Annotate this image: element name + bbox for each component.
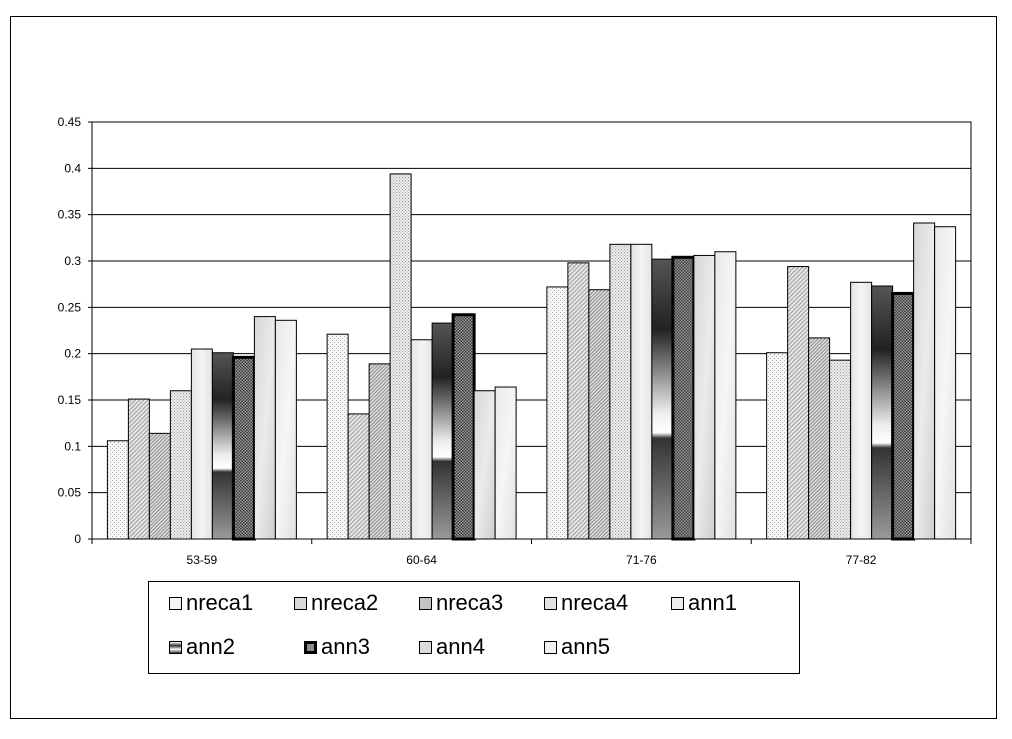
y-tick-label: 0.35 [58, 208, 82, 222]
bar-ann2 [651, 258, 674, 540]
legend-swatch-ann4 [419, 640, 432, 654]
y-tick-label: 0.45 [58, 115, 82, 129]
legend-swatch-ann5 [544, 640, 557, 654]
bar-nreca4 [829, 359, 852, 540]
bar-ann4 [253, 316, 276, 540]
y-tick-label: 0 [74, 532, 81, 546]
bar-ann3 [451, 313, 476, 541]
legend-swatch-nreca3 [419, 596, 432, 610]
legend-label: ann2 [186, 634, 235, 659]
bar-nreca1 [546, 286, 569, 540]
legend-item-nreca3: nreca3 [419, 588, 503, 618]
bar-ann2 [431, 322, 454, 540]
x-tick-label: 60-64 [406, 553, 437, 567]
bar-nreca3 [148, 432, 171, 540]
bar-nreca4 [389, 173, 412, 540]
bar-ann1 [850, 281, 873, 540]
bar-ann3 [671, 255, 696, 541]
legend-label: nreca1 [186, 590, 254, 615]
bar-nreca3 [808, 337, 831, 540]
legend: nreca1 nreca2 nreca3 nreca4 ann1 ann2 an… [148, 581, 800, 674]
bar-nreca2 [787, 266, 810, 540]
legend-swatch-nreca4 [544, 596, 557, 610]
x-tick-label: 53-59 [187, 553, 218, 567]
legend-item-ann1: ann1 [671, 588, 737, 618]
bar-nreca1 [326, 333, 349, 540]
y-tick-label: 0.4 [64, 161, 81, 175]
legend-item-nreca4: nreca4 [544, 588, 628, 618]
legend-swatch-ann2 [169, 640, 182, 654]
bar-nreca4 [609, 243, 632, 540]
bar-ann2 [871, 285, 894, 540]
legend-item-nreca1: nreca1 [169, 588, 253, 618]
y-tick-label: 0.15 [58, 393, 82, 407]
legend-item-nreca2: nreca2 [294, 588, 378, 618]
y-tick-label: 0.2 [64, 347, 81, 361]
legend-label: nreca2 [311, 590, 379, 615]
bar-ann3 [891, 291, 916, 541]
bar-nreca3 [368, 363, 391, 540]
legend-item-ann2: ann2 [169, 632, 235, 662]
legend-item-ann3: ann3 [304, 632, 370, 662]
y-tick-label: 0.25 [58, 300, 82, 314]
bar-ann5 [274, 319, 297, 540]
bar-ann5 [934, 226, 957, 540]
bar-ann4 [913, 222, 936, 540]
bar-ann1 [190, 348, 213, 540]
legend-swatch-nreca2 [294, 596, 307, 610]
bar-ann2 [211, 352, 234, 540]
legend-label: ann3 [321, 634, 370, 659]
bar-nreca4 [169, 390, 192, 540]
legend-swatch-ann3 [304, 640, 317, 654]
legend-label: ann1 [688, 590, 737, 615]
bar-nreca1 [766, 352, 789, 540]
legend-swatch-nreca1 [169, 596, 182, 610]
bar-ann1 [410, 339, 433, 540]
legend-item-ann5: ann5 [544, 632, 610, 662]
bar-ann5 [494, 386, 517, 540]
legend-item-ann4: ann4 [419, 632, 485, 662]
legend-label: ann5 [561, 634, 610, 659]
x-tick-label: 77-82 [846, 553, 877, 567]
legend-label: nreca4 [561, 590, 629, 615]
bar-ann1 [630, 243, 653, 540]
y-tick-label: 0.3 [64, 254, 81, 268]
legend-label: nreca3 [436, 590, 504, 615]
bar-nreca2 [127, 398, 150, 540]
bar-ann3 [231, 355, 256, 541]
y-tick-label: 0.1 [64, 439, 81, 453]
bar-ann4 [693, 254, 716, 540]
y-tick-label: 0.05 [58, 486, 82, 500]
bar-nreca3 [588, 289, 611, 540]
legend-label: ann4 [436, 634, 485, 659]
x-tick-label: 71-76 [626, 553, 657, 567]
bar-nreca1 [106, 440, 129, 540]
bar-ann4 [473, 390, 496, 540]
bar-ann5 [714, 251, 737, 540]
bar-nreca2 [567, 262, 590, 540]
legend-swatch-ann1 [671, 596, 684, 610]
bar-nreca2 [347, 413, 370, 540]
